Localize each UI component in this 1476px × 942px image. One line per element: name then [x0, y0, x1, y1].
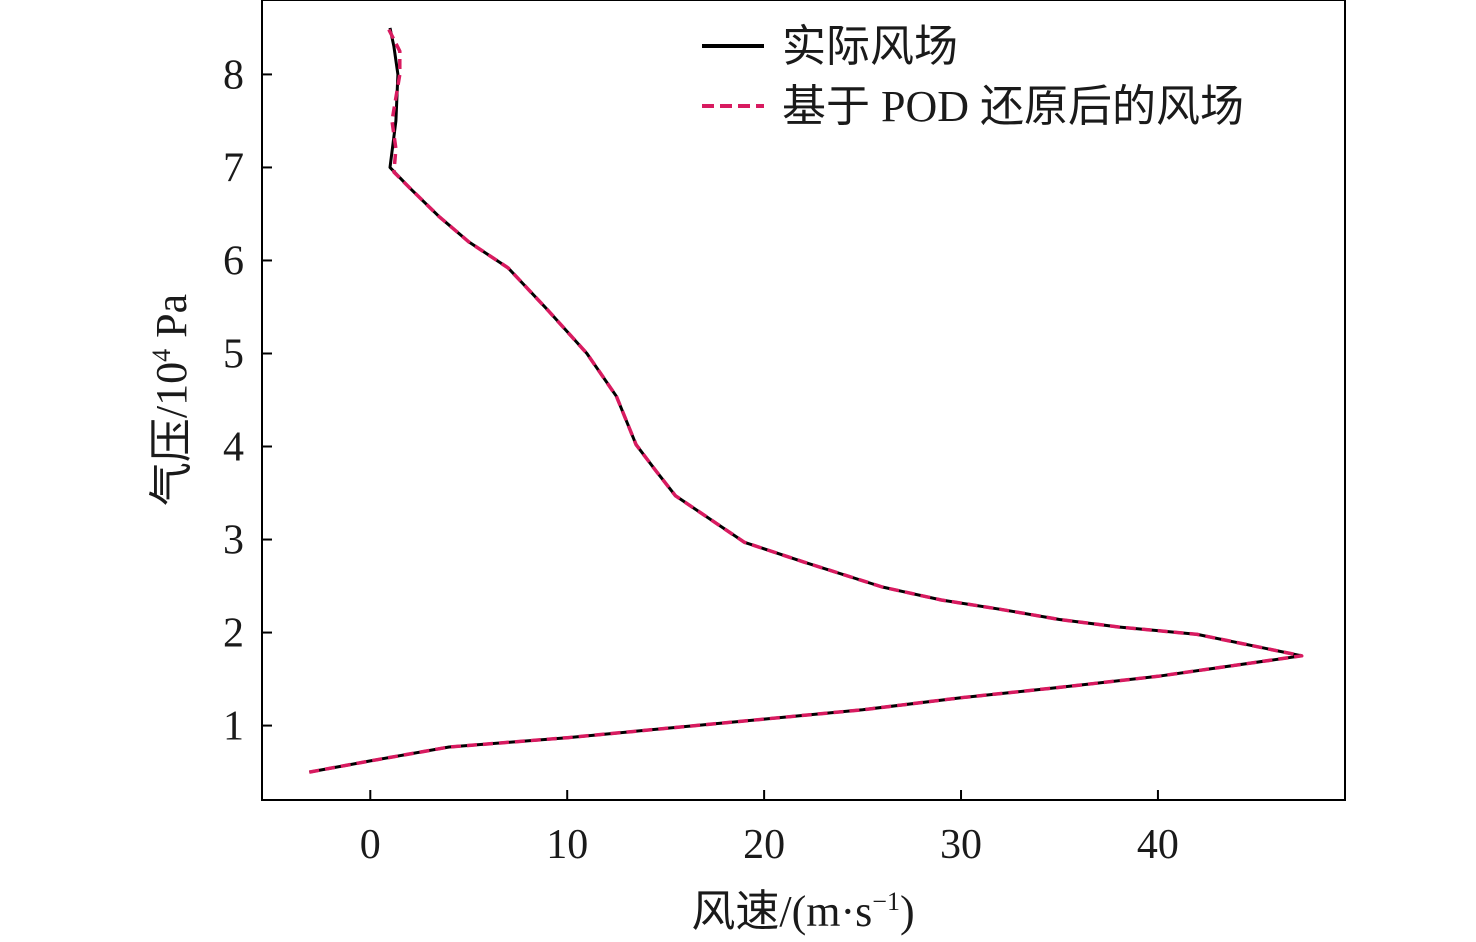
series-layer: [308, 27, 1304, 774]
y-tick-label: 7: [223, 145, 244, 191]
x-tick-label: 10: [546, 822, 588, 868]
y-axis-ticks: 1 2 3 4 5 6 7 8: [223, 52, 272, 750]
y-axis-title: 气压/104 Pa: [147, 294, 196, 506]
y-tick-label: 4: [223, 425, 244, 471]
series-line-actual: [309, 27, 1304, 774]
y-tick-label: 1: [223, 704, 244, 750]
x-tick-label: 40: [1137, 822, 1179, 868]
x-axis-title: 风速/(m·s−1): [691, 887, 914, 936]
plot-frame: [261, 0, 1346, 801]
x-tick-label: 20: [743, 822, 785, 868]
legend-label-pod: 基于 POD 还原后的风场: [782, 82, 1244, 131]
y-tick-label: 3: [223, 518, 244, 564]
x-tick-label: 30: [940, 822, 982, 868]
series-line-pod: [308, 27, 1304, 774]
y-tick-label: 2: [223, 611, 244, 657]
legend: 实际风场 基于 POD 还原后的风场: [702, 22, 1244, 131]
x-axis-ticks: 0 10 20 30 40: [360, 790, 1179, 868]
y-tick-label: 5: [223, 331, 244, 377]
y-tick-label: 6: [223, 238, 244, 284]
legend-label-actual: 实际风场: [782, 22, 958, 71]
y-tick-label: 8: [223, 52, 244, 98]
x-tick-label: 0: [360, 822, 381, 868]
